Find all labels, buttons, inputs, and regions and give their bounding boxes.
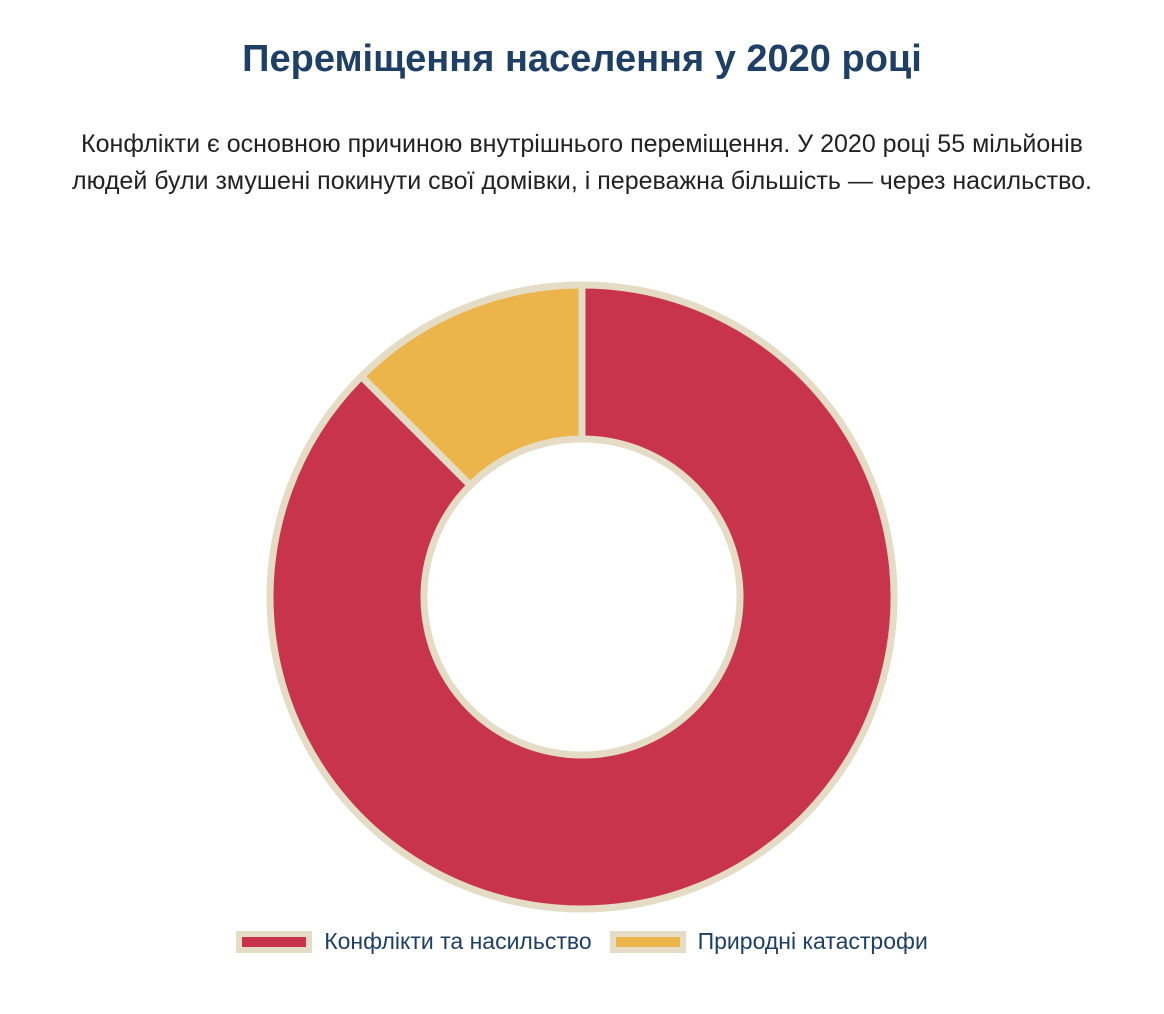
legend-label-conflict: Конфлікти та насильство <box>324 928 592 954</box>
legend-item-conflict[interactable]: Конфлікти та насильство <box>236 928 592 955</box>
legend-item-disasters[interactable]: Природні катастрофи <box>609 928 928 955</box>
donut-slice-0[interactable] <box>266 281 898 913</box>
donut-slice-1[interactable] <box>357 281 586 489</box>
chart-subtitle: Конфлікти є основною причиною внутрішньо… <box>72 130 1092 195</box>
legend-swatch-disasters <box>609 930 686 953</box>
chart-legend: Конфлікти та насильство Природні катастр… <box>0 928 1164 955</box>
donut-chart <box>266 281 898 913</box>
legend-swatch-conflict <box>236 930 313 953</box>
chart-title: Переміщення населення у 2020 році <box>242 38 922 80</box>
legend-label-disasters: Природні катастрофи <box>697 928 928 954</box>
